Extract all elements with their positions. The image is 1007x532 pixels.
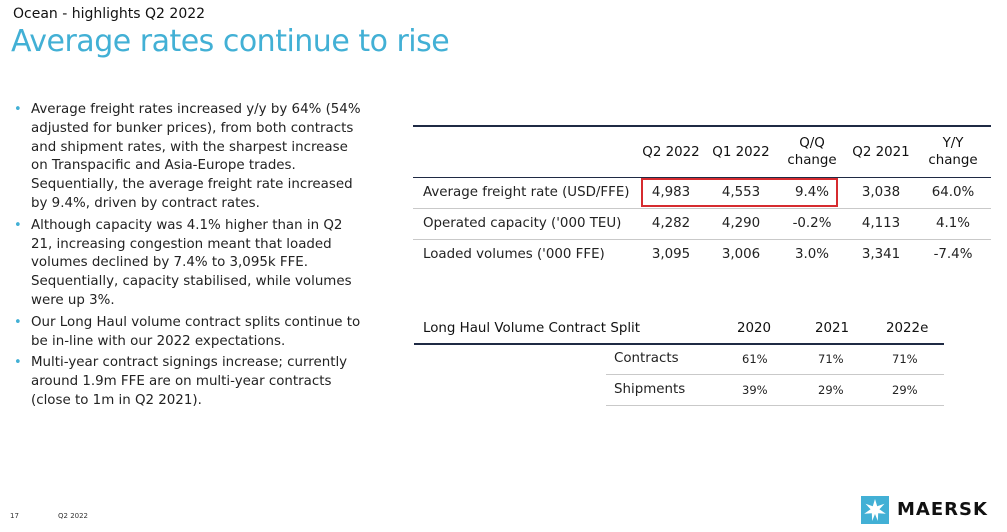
row-label: Shipments [614, 382, 686, 397]
bullet-text: Our Long Haul volume contract splits con… [31, 314, 361, 349]
cell: 4,282 [651, 216, 691, 231]
logo-wordmark: MAERSK [897, 499, 988, 520]
cell: 29% [892, 383, 918, 397]
cell: 4,983 [651, 185, 691, 200]
header-2020: 2020 [737, 321, 772, 336]
highlight-box [641, 178, 838, 207]
cell: 4,113 [861, 216, 901, 231]
contract-split-table: Long Haul Volume Contract Split 2020 202… [414, 316, 944, 406]
header-yy-change: change [928, 153, 978, 168]
row-label: Loaded volumes ('000 FFE) [423, 247, 605, 262]
table-header: Long Haul Volume Contract Split 2020 202… [414, 316, 944, 345]
bullet-dot-icon: • [14, 314, 22, 330]
bullet-item: • Multi-year contract signings increase; … [14, 354, 364, 410]
table-row: Contracts 61% 71% 71% [606, 344, 944, 375]
table-row: Loaded volumes ('000 FFE) 3,095 3,006 3.… [413, 239, 991, 270]
header-q2-2022: Q2 2022 [642, 145, 700, 160]
maersk-logo: MAERSK [861, 496, 987, 526]
bullet-item: • Average freight rates increased y/y by … [14, 101, 364, 214]
table-row: Average freight rate (USD/FFE) 4,983 4,5… [413, 177, 991, 208]
header-qq-change: change [787, 153, 837, 168]
cell: -0.2% [792, 216, 832, 231]
page-number: 17 [10, 512, 19, 520]
cell: 3,006 [721, 247, 761, 262]
bullet-text: Average freight rates increased y/y by 6… [31, 102, 361, 211]
header-yy: Y/Y [942, 136, 964, 151]
bullet-text: Multi-year contract signings increase; c… [31, 355, 348, 408]
cell: 61% [742, 352, 768, 366]
cell: -7.4% [933, 247, 973, 262]
cell: 4,290 [721, 216, 761, 231]
bullet-item: • Although capacity was 4.1% higher than … [14, 217, 364, 311]
table-row: Operated capacity ('000 TEU) 4,282 4,290… [413, 208, 991, 239]
table-row: Shipments 39% 29% 29% [606, 375, 944, 406]
cell: 29% [818, 383, 844, 397]
row-label: Contracts [614, 351, 679, 366]
cell: 3,095 [651, 247, 691, 262]
cell: 4.1% [935, 216, 971, 231]
header-qq: Q/Q [799, 136, 825, 151]
bullet-dot-icon: • [14, 217, 22, 233]
cell: 3.0% [794, 247, 830, 262]
header-2022e: 2022e [886, 321, 929, 336]
bullet-dot-icon: • [14, 102, 22, 117]
cell: 4,553 [721, 185, 761, 200]
header-q1-2022: Q1 2022 [712, 145, 770, 160]
cell: 71% [892, 352, 918, 366]
row-label: Operated capacity ('000 TEU) [423, 216, 622, 231]
rates-table: Q2 2022 Q1 2022 Q/Q change Q2 2021 Y/Y c… [413, 125, 991, 270]
supertitle: Ocean - highlights Q2 2022 [13, 6, 206, 22]
row-label: Average freight rate (USD/FFE) [423, 185, 630, 200]
cell: 39% [742, 383, 768, 397]
cell: 9.4% [794, 185, 830, 200]
table-top-rule [413, 125, 991, 127]
table-header: Q2 2022 Q1 2022 Q/Q change Q2 2021 Y/Y c… [413, 127, 991, 177]
bullet-list: • Average freight rates increased y/y by … [14, 101, 364, 414]
footer-period: Q2 2022 [58, 512, 89, 520]
cell: 3,341 [861, 247, 901, 262]
page-title: Average rates continue to rise [11, 24, 450, 59]
bullet-dot-icon: • [14, 355, 22, 371]
maersk-star-icon [861, 496, 889, 524]
bullet-text: Although capacity was 4.1% higher than i… [31, 217, 352, 308]
cell: 71% [818, 352, 844, 366]
cell: 64.0% [931, 185, 975, 200]
header-q2-2021: Q2 2021 [852, 145, 910, 160]
cell: 3,038 [861, 185, 901, 200]
bullet-item: • Our Long Haul volume contract splits co… [14, 314, 364, 352]
header-2021: 2021 [815, 321, 850, 336]
table-title: Long Haul Volume Contract Split [423, 321, 641, 336]
